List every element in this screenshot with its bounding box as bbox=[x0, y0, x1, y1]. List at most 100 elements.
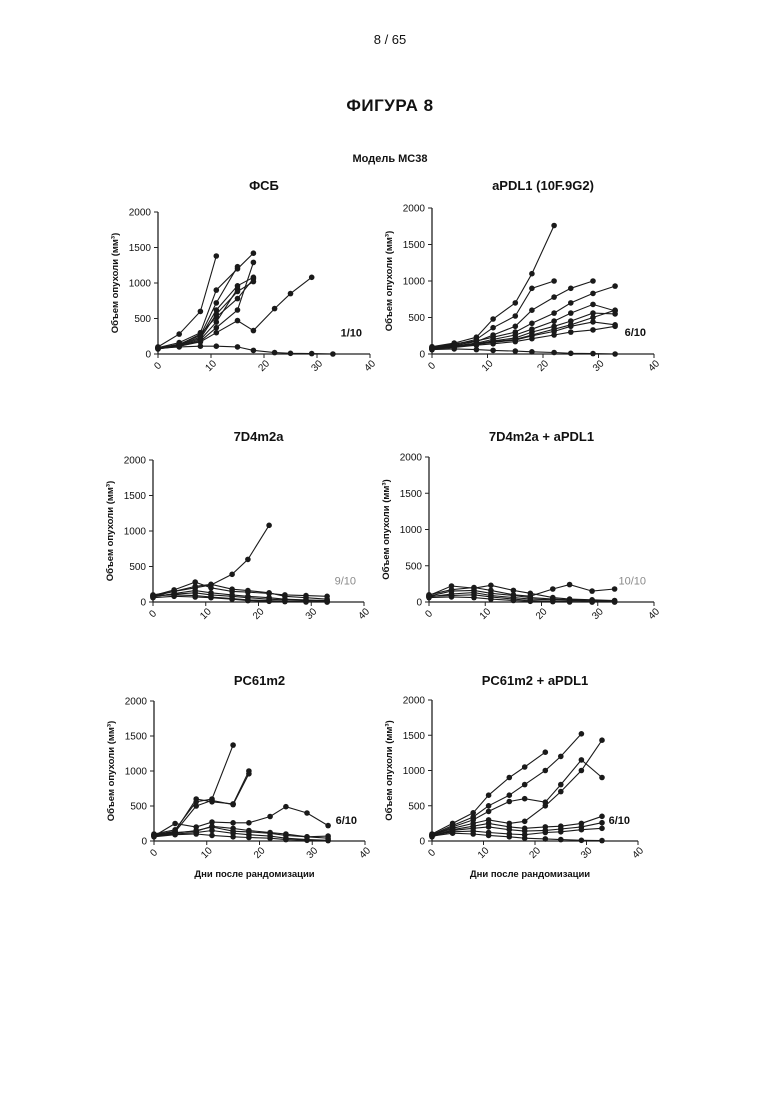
series-line-10 bbox=[158, 346, 333, 354]
data-point bbox=[235, 296, 241, 302]
data-point bbox=[198, 331, 204, 337]
data-point bbox=[590, 291, 596, 297]
data-point bbox=[550, 586, 556, 592]
data-point bbox=[568, 322, 574, 328]
data-point bbox=[426, 595, 432, 601]
data-point bbox=[488, 583, 494, 589]
data-point bbox=[229, 586, 235, 592]
y-tick-label: 500 bbox=[405, 561, 422, 572]
x-tick-label: 40 bbox=[356, 606, 372, 622]
data-point bbox=[612, 324, 618, 330]
data-point bbox=[599, 838, 605, 844]
data-point bbox=[579, 827, 585, 833]
data-point bbox=[486, 792, 492, 798]
data-point bbox=[568, 286, 574, 292]
data-point bbox=[612, 586, 618, 592]
data-point bbox=[266, 590, 272, 596]
data-point bbox=[579, 768, 585, 774]
data-point bbox=[513, 348, 519, 354]
x-tick-label: 0 bbox=[423, 608, 435, 620]
data-point bbox=[529, 307, 535, 313]
data-point bbox=[288, 351, 294, 357]
data-point bbox=[511, 598, 517, 604]
data-point bbox=[522, 782, 528, 788]
data-point bbox=[251, 276, 257, 282]
data-point bbox=[198, 343, 204, 349]
x-tick-label: 10 bbox=[478, 606, 494, 622]
data-point bbox=[522, 819, 528, 825]
y-axis-label: Объем опухоли (мм³) bbox=[384, 231, 395, 332]
data-point bbox=[235, 318, 241, 324]
y-tick-label: 1000 bbox=[124, 527, 147, 538]
y-axis-label: Объем опухоли (мм³) bbox=[106, 721, 117, 822]
data-point bbox=[171, 594, 177, 600]
data-point bbox=[507, 775, 513, 781]
data-point bbox=[330, 351, 336, 357]
data-point bbox=[529, 349, 535, 355]
y-tick-label: 2000 bbox=[403, 696, 426, 707]
data-point bbox=[579, 731, 585, 737]
data-point bbox=[235, 264, 241, 270]
data-point bbox=[214, 330, 220, 336]
data-point bbox=[304, 810, 310, 816]
data-point bbox=[251, 348, 257, 354]
responder-annotation: 6/10 bbox=[625, 327, 646, 339]
data-point bbox=[551, 278, 557, 284]
data-point bbox=[155, 346, 161, 352]
data-point bbox=[209, 798, 215, 804]
x-axis-label: Дни после рандомизации bbox=[470, 869, 590, 880]
y-axis-label: Объем опухоли (мм³) bbox=[384, 720, 395, 821]
data-point bbox=[451, 346, 457, 352]
data-point bbox=[558, 829, 564, 835]
data-point bbox=[543, 830, 549, 836]
chart-title: ФСБ bbox=[249, 178, 279, 193]
data-point bbox=[599, 814, 605, 820]
data-point bbox=[176, 344, 182, 350]
data-point bbox=[486, 809, 492, 815]
data-point bbox=[599, 826, 605, 832]
data-point bbox=[551, 332, 557, 338]
data-point bbox=[230, 802, 236, 808]
data-point bbox=[543, 836, 549, 842]
x-tick-label: 30 bbox=[590, 606, 606, 622]
y-axis-label: Объем опухоли (мм³) bbox=[110, 233, 121, 334]
data-point bbox=[172, 821, 178, 827]
x-tick-label: 0 bbox=[152, 360, 164, 372]
data-point bbox=[529, 332, 535, 338]
x-tick-label: 40 bbox=[646, 606, 662, 622]
data-point bbox=[513, 313, 519, 319]
series-line-8 bbox=[154, 834, 328, 841]
x-tick-label: 40 bbox=[362, 358, 378, 374]
series-line-9 bbox=[432, 310, 615, 348]
data-point bbox=[612, 599, 618, 605]
data-point bbox=[490, 316, 496, 322]
data-point bbox=[558, 782, 564, 788]
data-point bbox=[214, 300, 220, 306]
chart-title: 7D4m2a bbox=[234, 429, 285, 444]
data-point bbox=[599, 820, 605, 826]
y-axis-label: Объем опухоли (мм³) bbox=[381, 479, 392, 580]
data-point bbox=[429, 347, 435, 353]
data-point bbox=[507, 792, 513, 798]
data-point bbox=[579, 838, 585, 844]
data-point bbox=[214, 287, 220, 293]
data-point bbox=[245, 588, 251, 594]
data-point bbox=[266, 523, 272, 529]
y-tick-label: 1500 bbox=[129, 243, 152, 254]
chart-title: 7D4m2a + aPDL1 bbox=[489, 429, 594, 444]
data-point bbox=[324, 599, 330, 605]
y-tick-label: 0 bbox=[141, 837, 147, 848]
data-point bbox=[490, 325, 496, 331]
data-point bbox=[251, 328, 257, 334]
x-tick-label: 40 bbox=[630, 845, 646, 861]
data-point bbox=[471, 595, 477, 601]
y-tick-label: 500 bbox=[130, 802, 147, 813]
y-tick-label: 1500 bbox=[125, 732, 148, 743]
chart-title: aPDL1 (10F.9G2) bbox=[492, 178, 594, 193]
data-point bbox=[288, 291, 294, 297]
data-point bbox=[488, 596, 494, 602]
series-line-1 bbox=[154, 745, 233, 834]
responder-annotation: 6/10 bbox=[336, 815, 357, 827]
data-point bbox=[214, 325, 220, 331]
data-point bbox=[589, 588, 595, 594]
